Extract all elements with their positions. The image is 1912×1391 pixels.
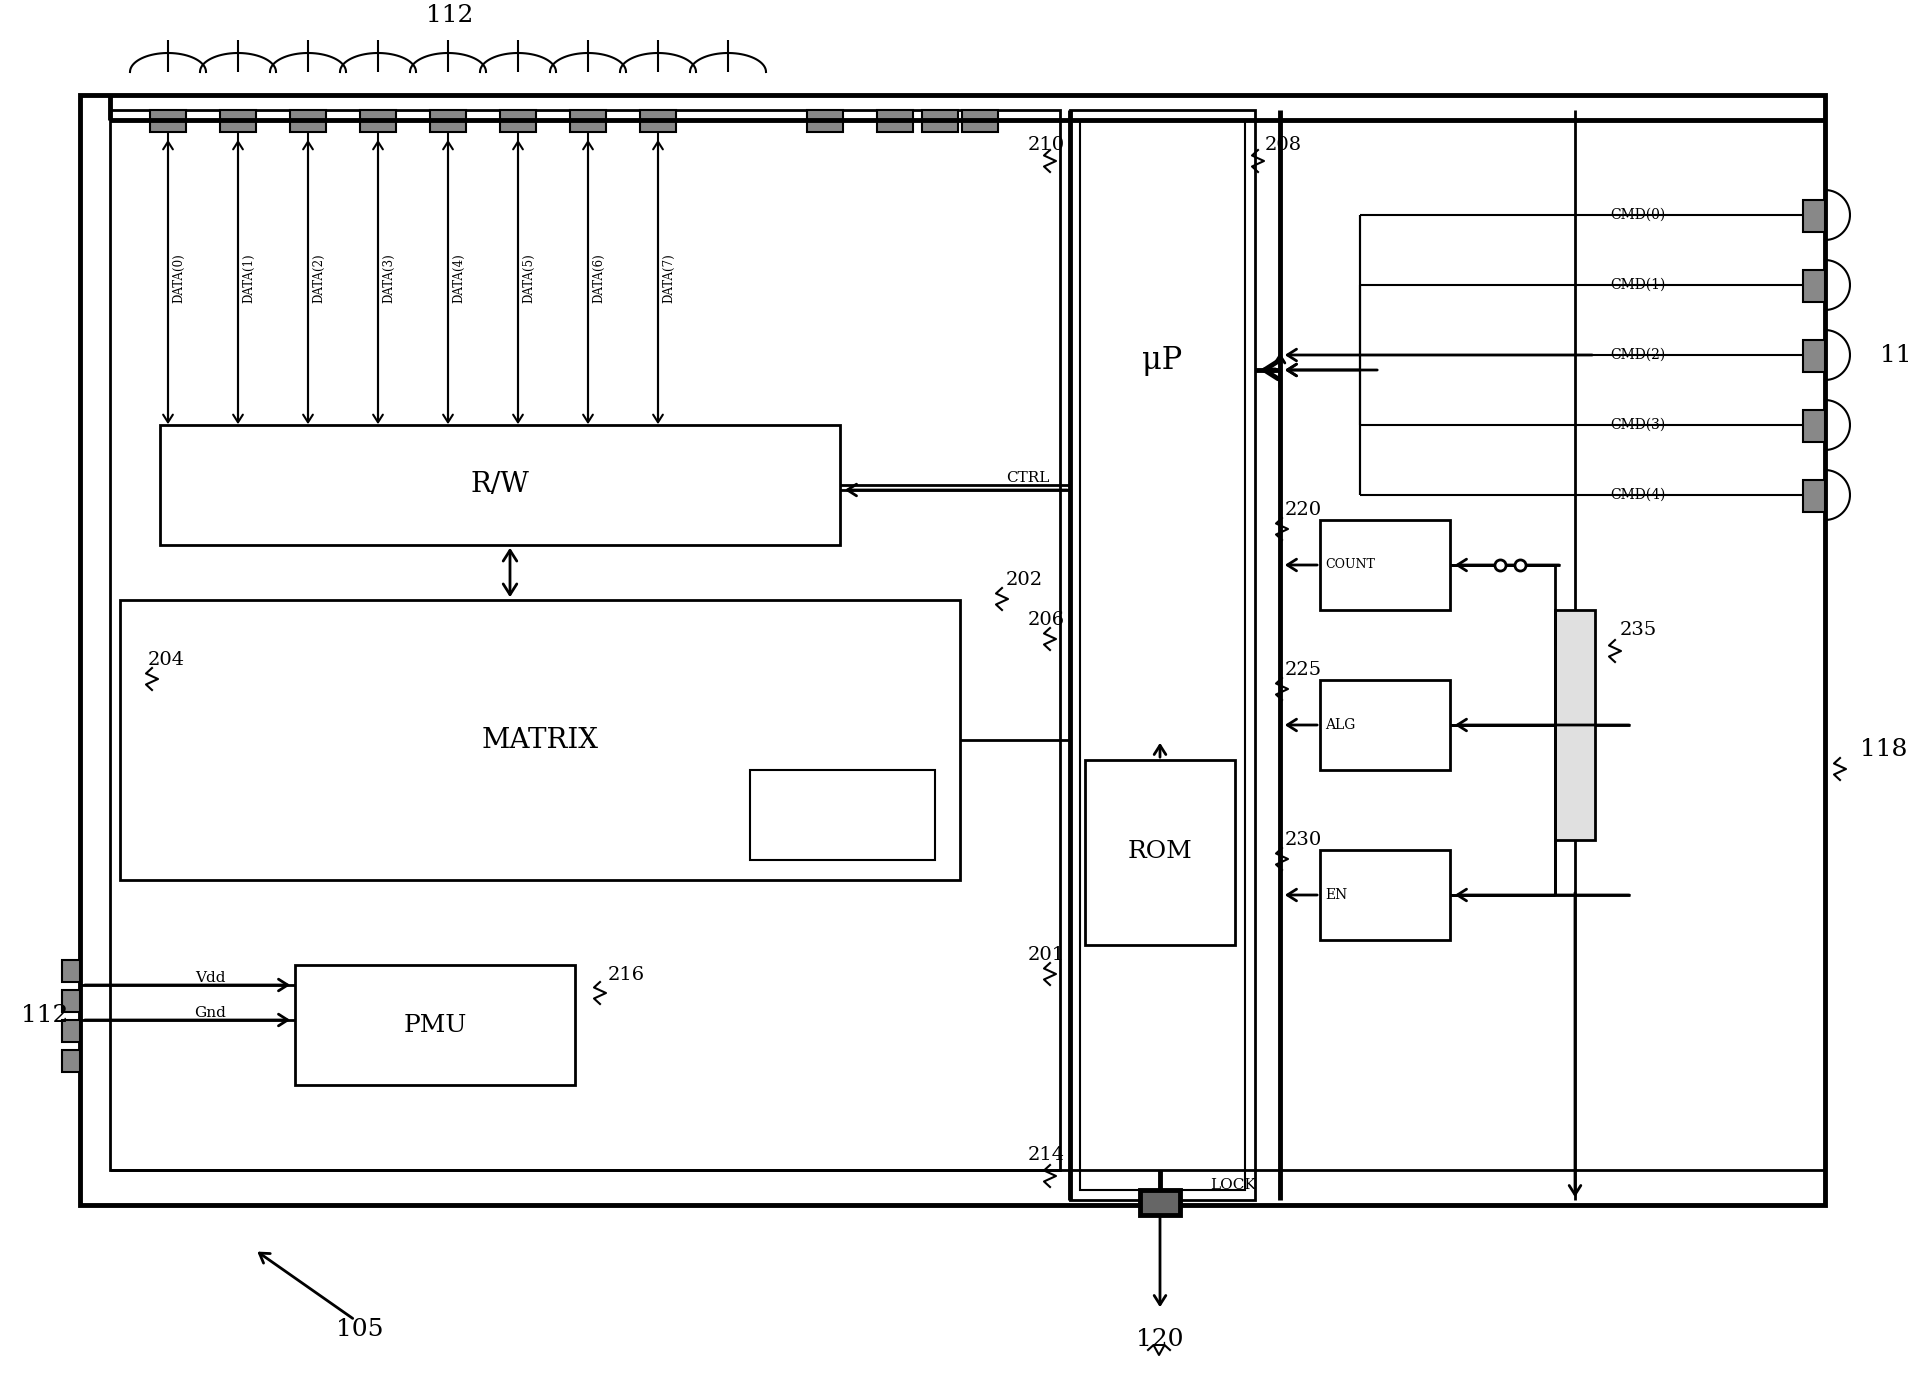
Text: DATA(2): DATA(2) <box>312 253 325 303</box>
Text: 225: 225 <box>1285 661 1321 679</box>
Bar <box>1803 410 1824 442</box>
Text: 112: 112 <box>21 1003 69 1027</box>
Text: CMD(3): CMD(3) <box>1610 419 1665 433</box>
Bar <box>1803 339 1824 371</box>
Bar <box>294 965 576 1085</box>
Text: 214: 214 <box>1029 1146 1065 1164</box>
Bar <box>1071 110 1254 1200</box>
Text: 235: 235 <box>1619 620 1658 638</box>
Bar <box>962 110 998 132</box>
Text: CMD(0): CMD(0) <box>1610 209 1665 223</box>
Text: 105: 105 <box>337 1319 384 1341</box>
Bar <box>111 110 1059 1170</box>
Text: 202: 202 <box>1006 570 1044 588</box>
Text: R/W: R/W <box>470 472 530 498</box>
Text: DATA(1): DATA(1) <box>243 253 256 303</box>
Text: 120: 120 <box>1136 1328 1184 1352</box>
Text: Vdd: Vdd <box>195 971 226 985</box>
Text: 216: 216 <box>608 965 644 983</box>
Bar <box>922 110 958 132</box>
Bar <box>1803 200 1824 232</box>
Text: CMD(1): CMD(1) <box>1610 278 1665 292</box>
Text: DATA(3): DATA(3) <box>382 253 396 303</box>
Text: LOCK: LOCK <box>1210 1178 1256 1192</box>
Text: 206: 206 <box>1029 611 1065 629</box>
Text: CMD(2): CMD(2) <box>1610 348 1665 362</box>
Text: DATA(6): DATA(6) <box>593 253 606 303</box>
Text: 112: 112 <box>1879 344 1912 366</box>
Text: DATA(7): DATA(7) <box>662 253 675 303</box>
Text: EN: EN <box>1325 887 1348 901</box>
Bar <box>430 110 467 132</box>
Text: μP: μP <box>1141 345 1182 376</box>
Bar <box>61 1020 80 1042</box>
Bar <box>1319 850 1449 940</box>
Bar <box>570 110 606 132</box>
Bar <box>161 426 839 545</box>
Text: 208: 208 <box>1266 136 1302 154</box>
Bar <box>61 1050 80 1072</box>
Text: 201: 201 <box>1029 946 1065 964</box>
Text: 204: 204 <box>147 651 185 669</box>
Text: 118: 118 <box>1860 739 1908 761</box>
Text: CTRL: CTRL <box>1006 472 1050 485</box>
Bar <box>120 600 960 881</box>
Text: Gnd: Gnd <box>193 1006 226 1020</box>
Bar <box>750 771 935 860</box>
Text: ALG: ALG <box>1325 718 1356 732</box>
Bar <box>220 110 256 132</box>
Bar <box>61 990 80 1013</box>
Bar <box>80 95 1824 1205</box>
Text: DATA(4): DATA(4) <box>453 253 465 303</box>
Bar <box>1080 120 1245 1189</box>
Text: CMD(4): CMD(4) <box>1610 488 1665 502</box>
Bar <box>807 110 843 132</box>
Text: 220: 220 <box>1285 501 1321 519</box>
Text: DATA(0): DATA(0) <box>172 253 185 303</box>
Bar <box>291 110 327 132</box>
Bar <box>1803 270 1824 302</box>
Bar <box>1319 680 1449 771</box>
Text: ROM: ROM <box>1128 840 1193 864</box>
Bar <box>1140 1189 1180 1214</box>
Bar <box>1084 759 1235 944</box>
Bar <box>878 110 914 132</box>
Bar <box>359 110 396 132</box>
Text: 112: 112 <box>426 4 474 26</box>
Bar <box>641 110 677 132</box>
Bar <box>1319 520 1449 611</box>
Bar <box>501 110 535 132</box>
Text: MATRIX: MATRIX <box>482 726 598 754</box>
Bar <box>1803 480 1824 512</box>
Text: 210: 210 <box>1029 136 1065 154</box>
Text: PMU: PMU <box>403 1014 467 1036</box>
Bar <box>149 110 185 132</box>
Bar <box>1554 611 1595 840</box>
Bar <box>61 960 80 982</box>
Text: 230: 230 <box>1285 830 1323 849</box>
Text: DATA(5): DATA(5) <box>522 253 535 303</box>
Text: COUNT: COUNT <box>1325 559 1375 572</box>
